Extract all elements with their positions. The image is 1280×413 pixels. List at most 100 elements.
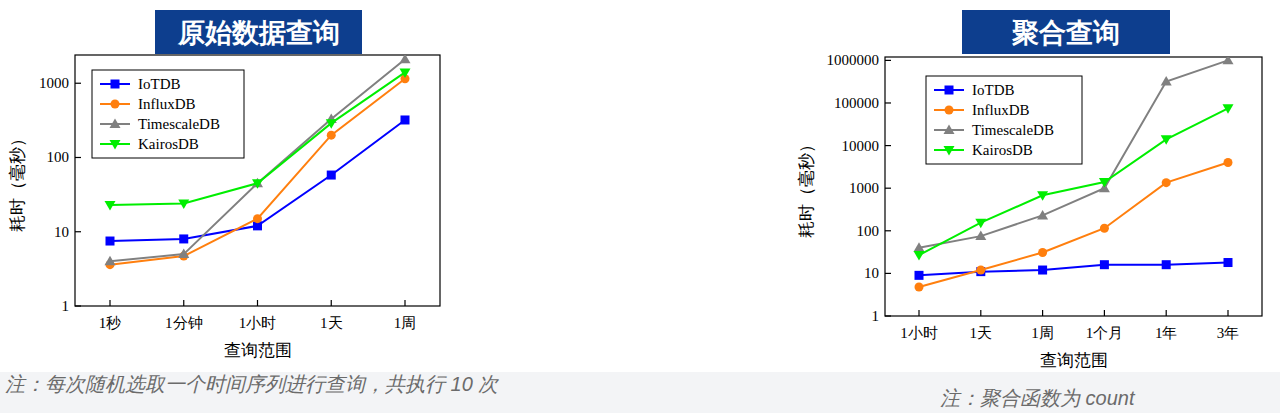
y-axis-label: 耗时（毫秒） bbox=[797, 136, 816, 238]
y-axis-label: 耗时（毫秒） bbox=[8, 130, 27, 232]
y-tick-label: 1000000 bbox=[827, 52, 880, 68]
x-axis-label: 查询范围 bbox=[1040, 351, 1108, 370]
marker bbox=[105, 256, 116, 266]
annotation: 注：每次随机选取一个时间序列进行查询，共执行 10 次 bbox=[5, 373, 499, 395]
legend-label: IoTDB bbox=[138, 76, 181, 92]
y-tick-label: 100 bbox=[857, 223, 880, 239]
marker bbox=[400, 68, 411, 78]
legend-marker bbox=[111, 100, 120, 109]
marker bbox=[1100, 260, 1109, 269]
y-tick bbox=[75, 231, 81, 232]
legend-marker bbox=[944, 125, 955, 135]
series-line bbox=[919, 60, 1228, 247]
x-tick-label: 1小时 bbox=[900, 325, 938, 341]
legend-marker bbox=[945, 106, 954, 115]
legend-marker bbox=[945, 86, 954, 95]
y-tick bbox=[885, 230, 891, 231]
marker bbox=[915, 282, 924, 291]
marker bbox=[327, 131, 336, 140]
x-tick-label: 1秒 bbox=[99, 315, 122, 331]
x-tick-label: 1天 bbox=[320, 315, 343, 331]
y-tick-label: 10 bbox=[54, 224, 69, 240]
x-tick bbox=[918, 310, 919, 316]
x-axis-label: 查询范围 bbox=[224, 341, 292, 360]
legend-label: TimescaleDB bbox=[138, 116, 220, 132]
marker bbox=[1223, 57, 1234, 64]
legend-label: InfluxDB bbox=[138, 96, 196, 112]
x-tick-label: 1小时 bbox=[239, 315, 277, 331]
x-tick bbox=[257, 300, 258, 306]
title-banner bbox=[155, 10, 362, 54]
marker bbox=[1099, 178, 1110, 188]
x-tick bbox=[980, 310, 981, 316]
x-tick bbox=[183, 300, 184, 306]
x-tick bbox=[1227, 310, 1228, 316]
series-line bbox=[110, 59, 405, 261]
legend-marker bbox=[110, 140, 121, 150]
page: 原始数据查询11010010001秒1分钟1小时1天1周查询范围耗时（毫秒）Io… bbox=[0, 0, 1280, 413]
marker bbox=[914, 251, 925, 261]
marker bbox=[179, 234, 188, 243]
background bbox=[0, 0, 1280, 413]
series-line bbox=[110, 79, 405, 265]
y-tick bbox=[75, 157, 81, 158]
x-tick bbox=[109, 300, 110, 306]
marker bbox=[975, 219, 986, 229]
y-tick-label: 1 bbox=[872, 308, 880, 324]
marker bbox=[400, 55, 411, 63]
chart-title: 原始数据查询 bbox=[177, 18, 340, 48]
x-tick bbox=[1104, 310, 1105, 316]
legend-marker bbox=[944, 146, 955, 156]
chart: 聚合查询11010010001000010000010000001小时1天1周1… bbox=[797, 10, 1262, 409]
x-tick-label: 1个月 bbox=[1086, 325, 1124, 341]
legend-label: TimescaleDB bbox=[972, 122, 1054, 138]
marker bbox=[1224, 258, 1233, 267]
marker bbox=[1037, 191, 1048, 201]
marker bbox=[105, 201, 116, 211]
chart-title: 聚合查询 bbox=[1011, 18, 1120, 48]
y-tick bbox=[75, 83, 81, 84]
plot-frame bbox=[75, 55, 440, 306]
y-tick bbox=[885, 60, 891, 61]
marker bbox=[401, 115, 410, 124]
legend-label: IoTDB bbox=[972, 82, 1015, 98]
annotation: 注：聚合函数为 count bbox=[940, 387, 1136, 409]
x-tick bbox=[404, 300, 405, 306]
y-tick bbox=[885, 145, 891, 146]
legend-label: KairosDB bbox=[972, 142, 1033, 158]
marker bbox=[1224, 158, 1233, 167]
y-tick-label: 10 bbox=[864, 265, 879, 281]
y-tick-label: 100 bbox=[47, 149, 70, 165]
marker bbox=[975, 231, 986, 241]
y-tick-label: 1000 bbox=[39, 75, 69, 91]
legend-label: InfluxDB bbox=[972, 102, 1030, 118]
y-tick bbox=[885, 273, 891, 274]
y-tick-label: 1 bbox=[62, 298, 70, 314]
legend-box bbox=[92, 70, 244, 158]
chart: 原始数据查询11010010001秒1分钟1小时1天1周查询范围耗时（毫秒）Io… bbox=[5, 10, 499, 395]
marker bbox=[1037, 210, 1048, 220]
title-banner bbox=[962, 10, 1170, 54]
x-tick bbox=[1042, 310, 1043, 316]
series-line bbox=[110, 120, 405, 241]
marker bbox=[1223, 104, 1234, 114]
x-tick-label: 1周 bbox=[394, 315, 417, 331]
data-layer bbox=[105, 55, 411, 269]
canvas: 原始数据查询11010010001秒1分钟1小时1天1周查询范围耗时（毫秒）Io… bbox=[0, 0, 1280, 413]
marker bbox=[915, 271, 924, 280]
marker bbox=[326, 119, 337, 129]
x-tick-label: 1周 bbox=[1031, 325, 1054, 341]
marker bbox=[976, 266, 985, 275]
legend-marker bbox=[110, 119, 121, 129]
marker bbox=[1100, 224, 1109, 233]
x-tick bbox=[1166, 310, 1167, 316]
y-tick-label: 1000 bbox=[849, 180, 879, 196]
marker bbox=[1162, 260, 1171, 269]
y-tick bbox=[75, 305, 81, 306]
x-tick-label: 3年 bbox=[1217, 325, 1240, 341]
marker bbox=[253, 214, 262, 223]
y-tick bbox=[885, 102, 891, 103]
marker bbox=[1161, 76, 1172, 86]
legend-box bbox=[926, 76, 1082, 164]
y-tick-label: 100000 bbox=[834, 95, 879, 111]
